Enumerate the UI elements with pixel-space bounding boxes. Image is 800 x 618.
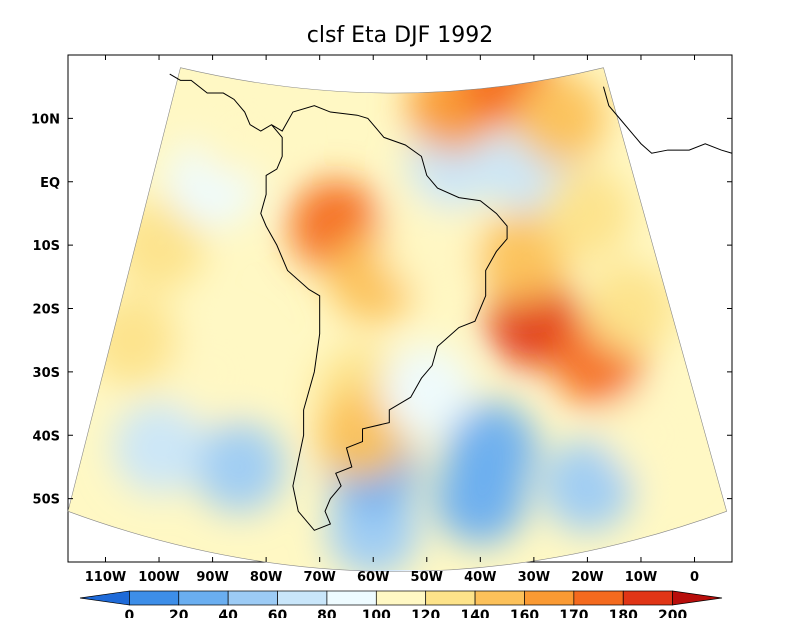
field-region-21 <box>514 72 607 165</box>
y-tick-label-6: 50S <box>33 493 60 508</box>
field-region-7 <box>166 325 259 418</box>
colorbar-label-2: 40 <box>218 608 238 618</box>
x-tick-label-0: 110W <box>85 570 126 585</box>
colorbar-swatch-1 <box>129 590 180 606</box>
colorbar-swatch-9 <box>524 590 575 606</box>
colorbar-swatch-10 <box>573 590 624 606</box>
field-region-25 <box>584 262 677 355</box>
colorbar-label-1: 20 <box>169 608 189 618</box>
coastline-africa <box>603 86 733 154</box>
field-region-16 <box>380 199 473 292</box>
colorbar-swatch-2 <box>178 590 229 606</box>
x-tick-label-8: 30W <box>518 570 550 585</box>
y-tick-label-5: 40S <box>33 429 60 444</box>
chart-title: clsf Eta DJF 1992 <box>307 23 493 48</box>
x-tick-label-9: 20W <box>571 570 603 585</box>
field-region-0 <box>327 484 420 572</box>
y-tick-label-4: 30S <box>33 366 60 381</box>
y-tick-label-1: EQ <box>40 176 60 191</box>
colorbar-label-5: 100 <box>362 608 391 618</box>
x-tick-label-6: 50W <box>411 570 443 585</box>
x-tick-label-10: 10W <box>625 570 657 585</box>
colorbar-swatch-3 <box>227 590 278 606</box>
y-tick-label-2: 10S <box>33 239 60 254</box>
colorbar-swatch-12 <box>672 590 723 606</box>
x-tick-label-5: 60W <box>357 570 389 585</box>
colorbar-swatch-6 <box>375 590 427 606</box>
field-region-11 <box>193 85 286 178</box>
x-tick-label-4: 70W <box>303 570 335 585</box>
field-region-6 <box>445 401 538 494</box>
colorbar-label-9: 170 <box>559 608 588 618</box>
domain-outline <box>67 67 728 572</box>
colorbar-label-6: 120 <box>411 608 440 618</box>
colorbar-label-7: 140 <box>460 608 489 618</box>
y-axis-ticks: 10N EQ 10S 20S 30S 40S 50S <box>31 112 732 508</box>
field-region-26 <box>541 167 634 260</box>
colorbar: 0 20 40 60 80 100 120 140 160 170 180 200 <box>79 590 723 618</box>
colorbar-label-8: 160 <box>510 608 539 618</box>
field-region-4 <box>193 420 286 513</box>
colorbar-swatch-8 <box>474 590 525 606</box>
x-tick-label-7: 40W <box>464 570 496 585</box>
x-axis-ticks: 110W 100W 90W 80W 70W 60W 50W 40W 30W 20W 10W 0 <box>85 55 699 585</box>
colorbar-swatch-7 <box>425 590 476 606</box>
x-tick-label-11: 0 <box>690 570 699 585</box>
field-region-24 <box>477 211 570 304</box>
colorbar-label-10: 180 <box>609 608 638 618</box>
coastline-south-america <box>169 73 508 531</box>
y-tick-label-3: 20S <box>33 303 60 318</box>
x-tick-label-2: 90W <box>196 570 228 585</box>
colorbar-label-4: 80 <box>317 608 337 618</box>
colorbar-swatch-0 <box>79 590 130 606</box>
x-tick-label-1: 100W <box>138 570 179 585</box>
field-region-2 <box>541 439 634 532</box>
field-region-27 <box>605 389 698 482</box>
colorbar-swatch-11 <box>622 590 673 606</box>
colorbar-label-0: 0 <box>125 608 135 618</box>
colorbar-swatch-4 <box>277 590 328 606</box>
colorbar-swatch-5 <box>326 590 377 606</box>
field-region-5 <box>113 401 206 494</box>
colorbar-label-3: 60 <box>268 608 288 618</box>
field-region-28 <box>380 344 473 437</box>
x-tick-label-3: 80W <box>250 570 282 585</box>
y-tick-label-0: 10N <box>31 112 60 127</box>
colorbar-label-11: 200 <box>658 608 687 618</box>
